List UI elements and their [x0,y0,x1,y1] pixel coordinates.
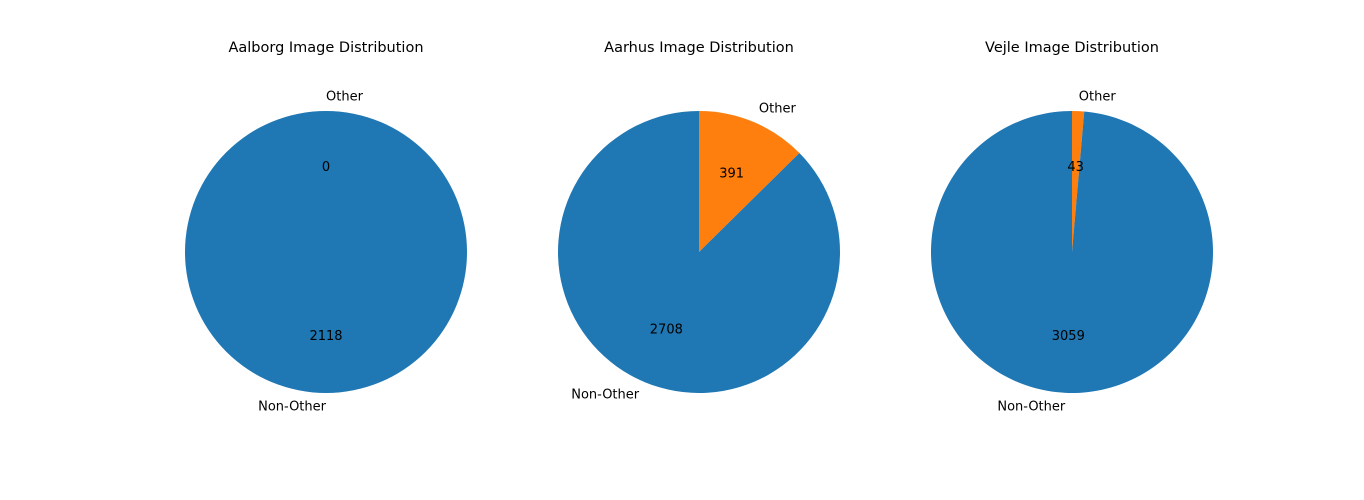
slice-value-non-other: 2708 [650,323,683,338]
chart-title: Aalborg Image Distribution [228,40,423,56]
pie-chart-aarhus: Aarhus Image Distribution Other 391 Non-Ot… [558,40,840,403]
pie-slice-other [1072,111,1085,252]
slice-label-non-other: Non-Other [258,400,327,415]
slice-label-other: Other [759,101,797,116]
slice-label-other: Other [1079,90,1117,105]
pie-slice-non-other [930,110,1213,393]
pie-chart-aalborg: Aalborg Image Distribution Other 0 Non-Oth… [185,40,467,415]
slice-label-other: Other [326,89,364,104]
slice-value-other: 43 [1067,160,1084,175]
slice-value-other: 391 [719,166,744,181]
chart-title: Aarhus Image Distribution [604,40,794,56]
pie-slices [558,111,840,393]
slice-value-other: 0 [322,160,330,175]
pie-labels: Other 391 Non-Other 2708 [571,101,796,402]
pie-slice-non-other [558,111,840,393]
pie-slices [930,110,1213,393]
slice-label-non-other: Non-Other [997,399,1066,414]
slice-value-non-other: 3059 [1052,329,1085,344]
pie-slice-other [699,111,800,252]
slice-label-non-other: Non-Other [571,388,640,403]
pie-slices [185,111,467,393]
slice-value-non-other: 2118 [309,329,342,344]
chart-title: Vejle Image Distribution [985,40,1159,56]
pie-slice-non-other [185,111,467,393]
pie-labels: Other 0 Non-Other 2118 [258,89,363,414]
pie-chart-vejle: Vejle Image Distribution Other 43 Non-Othe… [930,40,1213,415]
pie-labels: Other 43 Non-Other 3059 [997,90,1116,415]
